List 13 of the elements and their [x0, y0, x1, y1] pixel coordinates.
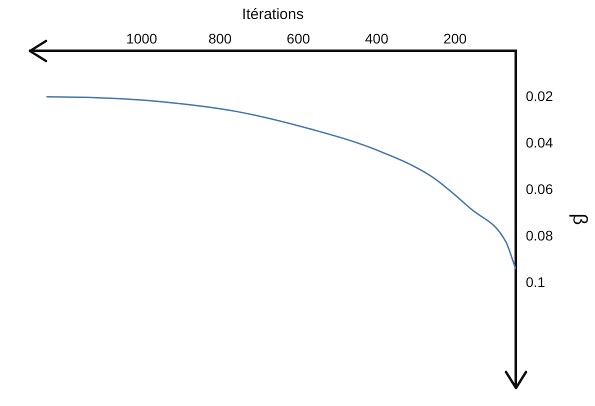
x-tick-label: 200 [443, 30, 467, 46]
x-tick-label: 800 [208, 30, 232, 46]
x-axis-title: Itérations [242, 6, 304, 24]
y-tick-label: 0.08 [526, 227, 554, 244]
y-axis-title: β [568, 213, 590, 225]
x-tick-label: 400 [365, 30, 389, 46]
y-tick-label: 0.02 [526, 88, 554, 104]
y-tick-label: 0.04 [526, 134, 554, 151]
line-series [46, 96, 516, 270]
y-tick-label: 0.1 [526, 274, 546, 290]
x-tick-label: 600 [286, 30, 310, 46]
x-tick-label: 1000 [126, 30, 158, 46]
y-tick-label: 0.06 [526, 181, 554, 198]
